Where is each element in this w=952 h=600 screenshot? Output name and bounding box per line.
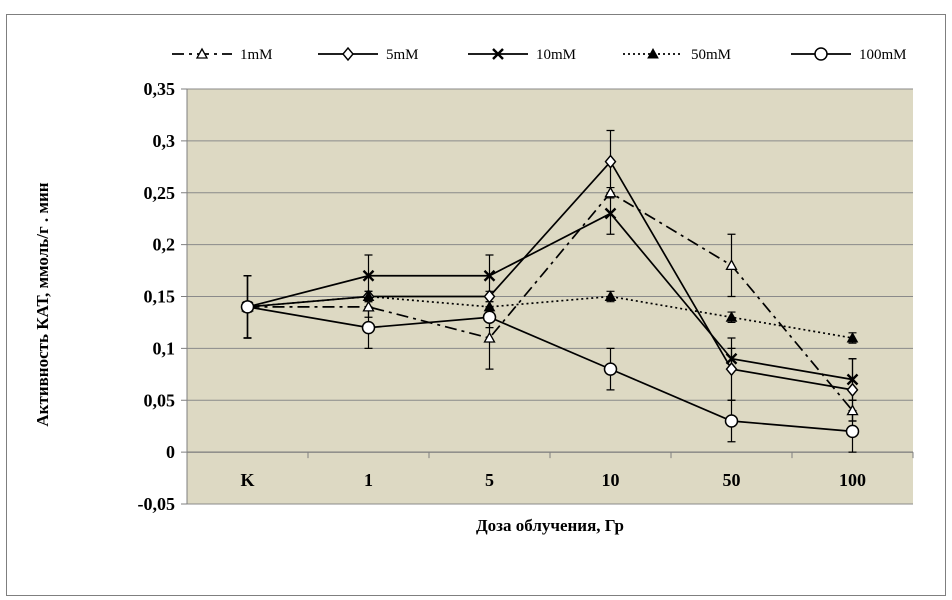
x-tick-labels: K 1 5 10 50 100: [240, 470, 866, 490]
x-axis-title: Доза облучения, Гр: [476, 516, 624, 535]
axes: [181, 88, 914, 505]
y-axis-title: Активность КАТ, ммоль/г . мин: [33, 182, 52, 426]
data-point-10mM: [362, 269, 375, 282]
data-point-10mM: [604, 207, 617, 220]
legend-label: 5mM: [386, 47, 419, 63]
legend-marker-100mM: [814, 47, 828, 61]
data-point-100mM: [482, 310, 497, 324]
legend: 1mM 5mM 10mM 50mM 100mM: [172, 46, 907, 63]
data-point-100mM: [361, 320, 376, 335]
data-point-100mM: [724, 414, 739, 428]
data-point-1mM: [725, 259, 738, 271]
data-point-1mM: [604, 186, 617, 198]
y-tick-label: 0,15: [144, 287, 176, 307]
y-tick-label: 0,3: [153, 131, 176, 151]
data-point-50mM: [362, 290, 375, 301]
y-tick-label: 0,2: [153, 235, 176, 255]
y-tick-label: 0,05: [144, 390, 176, 410]
legend-label: 10mM: [536, 47, 576, 63]
data-point-5mM: [846, 382, 859, 397]
data-point-10mM: [725, 352, 738, 365]
data-point-10mM: [846, 373, 859, 386]
x-tick-label: 100: [839, 470, 866, 490]
data-point-100mM: [603, 362, 618, 376]
data-point-50mM: [725, 311, 738, 322]
data-point-50mM: [846, 331, 859, 343]
series-line-1mM: [247, 191, 854, 412]
legend-marker-10mM: [492, 48, 504, 60]
data-point-50mM: [604, 290, 617, 301]
data-point-100mM: [845, 424, 860, 439]
data-point-5mM: [604, 154, 617, 169]
x-tick-label: 5: [485, 470, 494, 490]
legend-marker-5mM: [342, 46, 354, 62]
data-point-1mM: [846, 404, 859, 416]
data-point-100mM: [240, 300, 255, 314]
x-tick-label: 1: [364, 470, 373, 490]
y-tick-label: 0,35: [144, 79, 176, 99]
legend-marker-1mM: [195, 47, 209, 59]
series-line-50mM: [247, 295, 853, 339]
data-point-5mM: [725, 362, 738, 377]
data-point-1mM: [483, 331, 496, 343]
x-tick-label: K: [240, 470, 254, 490]
series-markers: [240, 154, 860, 439]
series-lines: [247, 160, 854, 433]
y-tick-labels: -0,05 0 0,05 0,1 0,15 0,2 0,25 0,3 0,35: [138, 79, 176, 514]
legend-label: 50mM: [691, 47, 731, 63]
data-point-1mM: [362, 300, 375, 312]
series-line-100mM: [247, 306, 853, 433]
legend-label: 100mM: [859, 47, 907, 63]
data-point-10mM: [483, 269, 496, 282]
y-tick-label: 0,25: [144, 183, 176, 203]
x-tick-label: 10: [602, 470, 620, 490]
series-line-10mM: [247, 212, 853, 381]
x-tick-label: 50: [723, 470, 741, 490]
y-tick-label: 0: [166, 442, 175, 462]
legend-marker-50mM: [647, 47, 659, 59]
legend-label: 1mM: [240, 47, 273, 63]
y-tick-label: 0,1: [153, 338, 176, 358]
y-tick-label: -0,05: [138, 494, 176, 514]
